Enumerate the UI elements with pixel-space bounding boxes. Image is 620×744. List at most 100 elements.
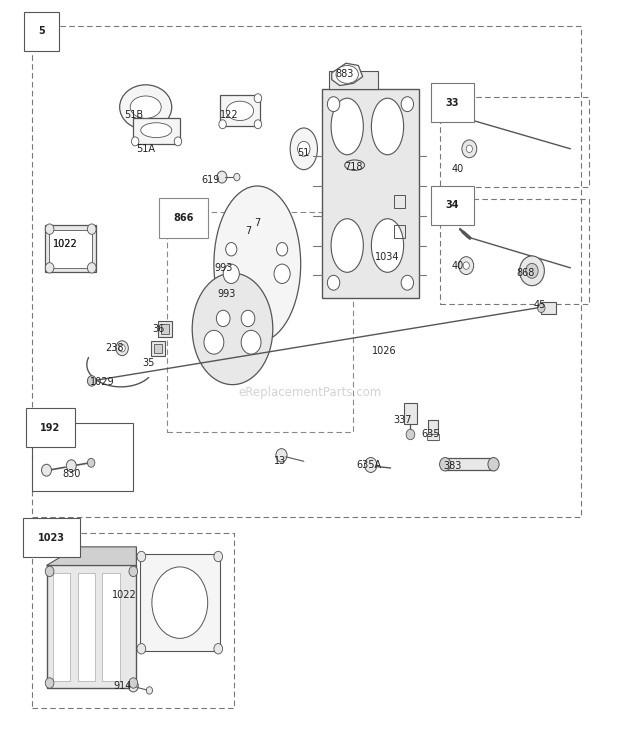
FancyBboxPatch shape <box>102 573 120 681</box>
Text: 383: 383 <box>443 461 462 472</box>
Circle shape <box>45 678 54 688</box>
Circle shape <box>234 173 240 181</box>
Ellipse shape <box>345 160 365 170</box>
Ellipse shape <box>120 85 172 129</box>
Text: 1022: 1022 <box>53 239 78 249</box>
Text: 36: 36 <box>152 324 164 334</box>
Circle shape <box>116 341 128 356</box>
Text: eReplacementParts.com: eReplacementParts.com <box>238 386 382 400</box>
Text: 635: 635 <box>422 429 440 440</box>
Text: 1022: 1022 <box>53 239 78 249</box>
FancyBboxPatch shape <box>45 225 96 272</box>
Text: 337: 337 <box>394 415 412 426</box>
Circle shape <box>66 460 76 472</box>
Text: 1034: 1034 <box>375 251 400 262</box>
Text: 718: 718 <box>344 162 363 173</box>
Circle shape <box>401 275 414 290</box>
Circle shape <box>219 120 226 129</box>
Circle shape <box>274 264 290 283</box>
FancyBboxPatch shape <box>428 420 438 440</box>
Circle shape <box>526 263 538 278</box>
FancyBboxPatch shape <box>161 324 169 334</box>
Circle shape <box>87 263 96 273</box>
Circle shape <box>463 262 469 269</box>
Text: 33: 33 <box>446 97 459 108</box>
Ellipse shape <box>214 186 301 342</box>
Circle shape <box>254 120 262 129</box>
Circle shape <box>401 97 414 112</box>
Circle shape <box>254 94 262 103</box>
FancyBboxPatch shape <box>78 573 95 681</box>
Ellipse shape <box>141 123 172 138</box>
Text: 45: 45 <box>533 300 546 310</box>
Circle shape <box>119 344 125 352</box>
Circle shape <box>204 330 224 354</box>
Ellipse shape <box>331 219 363 272</box>
Text: 868: 868 <box>516 268 535 278</box>
FancyBboxPatch shape <box>49 230 92 268</box>
Circle shape <box>45 263 54 273</box>
Circle shape <box>214 644 223 654</box>
Ellipse shape <box>371 98 404 155</box>
Text: 1023: 1023 <box>38 533 65 543</box>
Circle shape <box>520 256 544 286</box>
Circle shape <box>45 566 54 577</box>
FancyBboxPatch shape <box>220 95 260 126</box>
Circle shape <box>217 171 227 183</box>
Circle shape <box>406 429 415 440</box>
Circle shape <box>131 137 139 146</box>
Text: 830: 830 <box>62 469 81 479</box>
Circle shape <box>129 566 138 577</box>
Ellipse shape <box>331 98 363 155</box>
Circle shape <box>223 264 239 283</box>
Text: 635A: 635A <box>356 460 381 470</box>
Circle shape <box>146 687 153 694</box>
Circle shape <box>226 243 237 256</box>
Circle shape <box>216 310 230 327</box>
Circle shape <box>459 257 474 275</box>
Circle shape <box>87 376 96 386</box>
Text: 40: 40 <box>451 261 464 272</box>
Text: 40: 40 <box>451 164 464 174</box>
Circle shape <box>276 449 287 462</box>
FancyBboxPatch shape <box>158 321 172 337</box>
FancyBboxPatch shape <box>404 403 417 424</box>
Text: 13: 13 <box>274 456 286 466</box>
FancyBboxPatch shape <box>53 573 70 681</box>
Ellipse shape <box>226 101 254 121</box>
FancyBboxPatch shape <box>154 344 162 353</box>
FancyBboxPatch shape <box>140 554 220 651</box>
Circle shape <box>137 551 146 562</box>
Circle shape <box>42 464 51 476</box>
Text: 883: 883 <box>335 69 353 80</box>
FancyBboxPatch shape <box>133 118 180 144</box>
Text: 7: 7 <box>254 218 260 228</box>
Circle shape <box>137 644 146 654</box>
Circle shape <box>128 680 138 692</box>
Circle shape <box>214 551 223 562</box>
Circle shape <box>365 458 377 472</box>
Circle shape <box>241 330 261 354</box>
Text: 866: 866 <box>174 213 193 223</box>
FancyBboxPatch shape <box>329 71 378 89</box>
Text: 993: 993 <box>214 263 232 273</box>
Text: 122: 122 <box>220 110 239 121</box>
Circle shape <box>87 458 95 467</box>
Ellipse shape <box>371 219 404 272</box>
Text: 993: 993 <box>217 289 236 299</box>
Text: 1026: 1026 <box>372 346 397 356</box>
Circle shape <box>488 458 499 471</box>
Text: 51: 51 <box>298 147 310 158</box>
Text: 35: 35 <box>143 358 155 368</box>
Text: 619: 619 <box>202 175 220 185</box>
Polygon shape <box>332 63 363 86</box>
Text: 5: 5 <box>38 26 45 36</box>
Text: 1029: 1029 <box>90 376 115 387</box>
Text: 7: 7 <box>245 225 251 236</box>
Circle shape <box>129 678 138 688</box>
Circle shape <box>87 224 96 234</box>
Ellipse shape <box>290 128 317 170</box>
FancyBboxPatch shape <box>427 434 439 440</box>
Circle shape <box>277 243 288 256</box>
Circle shape <box>327 275 340 290</box>
